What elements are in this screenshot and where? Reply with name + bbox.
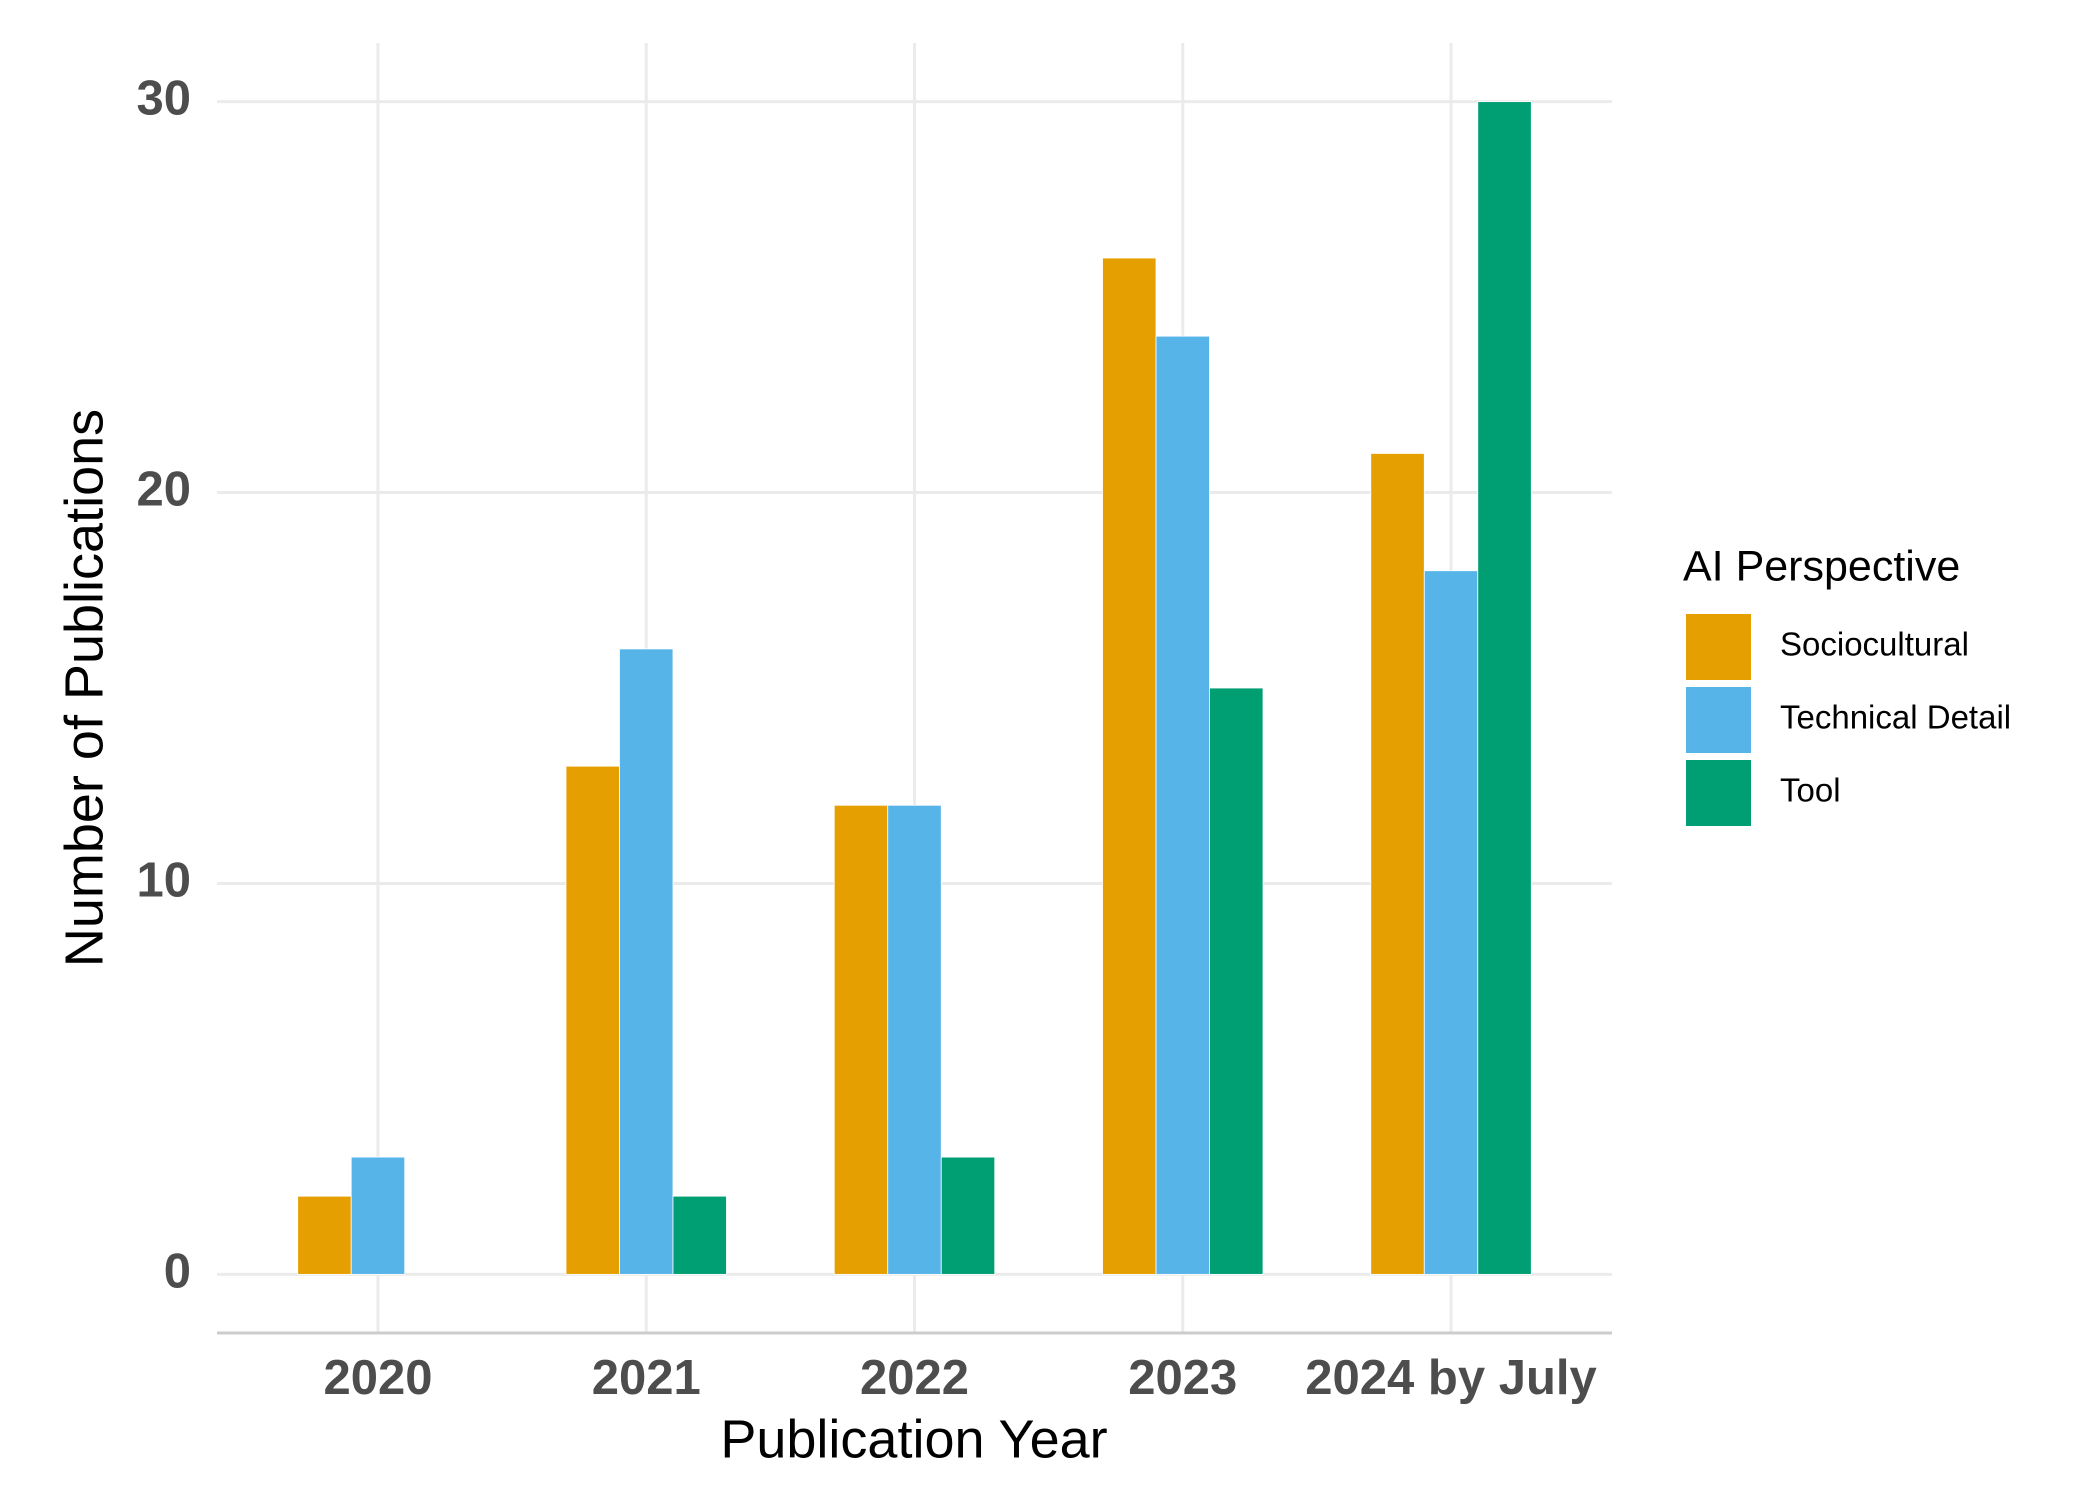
y-tick-label: 30 [136, 72, 191, 126]
legend-label: Sociocultural [1780, 626, 1969, 663]
legend-key [1686, 687, 1751, 753]
bar [1423, 570, 1479, 1275]
bar [940, 1156, 996, 1275]
legend-key [1686, 614, 1751, 680]
bar [887, 804, 942, 1275]
y-tick-label: 10 [136, 853, 191, 907]
y-tick-label: 0 [164, 1244, 191, 1298]
bar [1209, 687, 1264, 1275]
legend-key [1686, 760, 1751, 826]
legend-label: Technical Detail [1780, 699, 2011, 736]
x-tick-label: 2023 [1128, 1351, 1237, 1405]
x-tick-label: 2022 [860, 1351, 969, 1405]
bar [1102, 257, 1157, 1275]
x-tick-label: 2021 [592, 1351, 701, 1405]
bar [672, 1195, 727, 1275]
bar [350, 1156, 406, 1275]
x-axis-title: Publication Year [720, 1409, 1107, 1469]
bar [1477, 101, 1532, 1275]
x-tick-label: 2024 by July [1305, 1351, 1596, 1405]
legend-title: AI Perspective [1683, 542, 1960, 590]
legend-label: Tool [1780, 772, 1841, 809]
bar [833, 804, 889, 1275]
bar [565, 765, 620, 1275]
bar [1155, 335, 1210, 1275]
bar [297, 1195, 352, 1275]
y-axis-title: Number of Publications [54, 409, 114, 967]
x-tick-label: 2020 [323, 1351, 432, 1405]
y-tick-label: 20 [136, 462, 191, 516]
bar [619, 648, 674, 1275]
bar [1370, 453, 1425, 1275]
